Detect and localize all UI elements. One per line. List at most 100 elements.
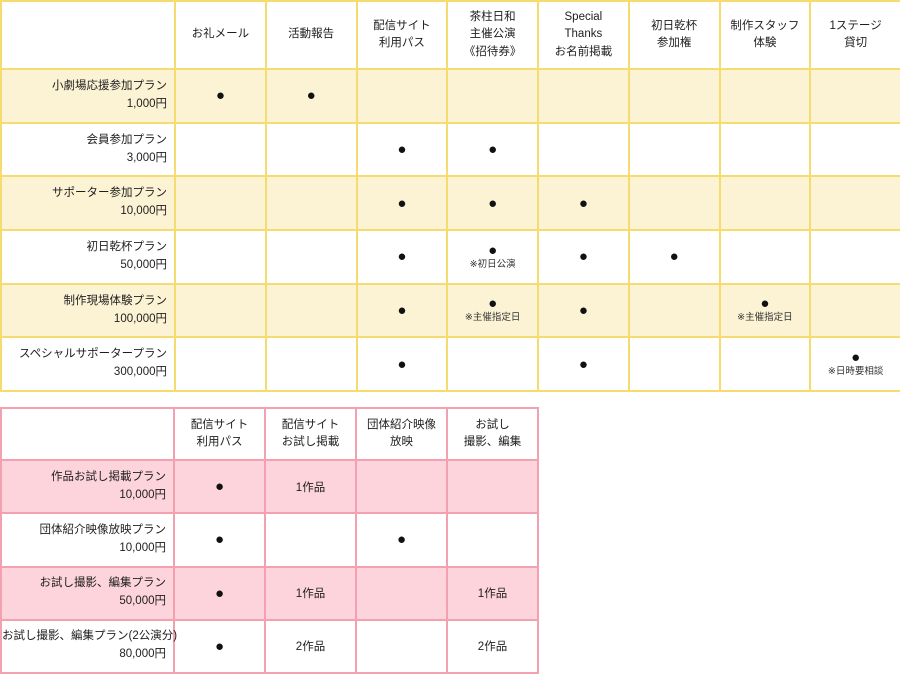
plan-price: 300,000円 xyxy=(113,366,167,379)
included-dot-icon: ● xyxy=(397,355,407,373)
plan-row: サポーター参加プラン 10,000円 ● ● ● xyxy=(0,175,900,232)
benefit-cell xyxy=(355,459,448,515)
included-dot-icon: ● xyxy=(215,87,225,105)
column-header-6: 初日乾杯 参加権 xyxy=(627,0,721,70)
plan-price: 10,000円 xyxy=(120,205,167,218)
included-dot-icon: ● xyxy=(214,478,225,496)
cell-note: ※初日公演 xyxy=(469,258,516,270)
included-dot-icon: ● xyxy=(214,637,225,655)
plan-row: 初日乾杯プラン 50,000円 ● ● ※初日公演 ● ● xyxy=(0,229,900,285)
included-dot-icon: ● xyxy=(578,355,588,373)
plan-label: お試し撮影、編集プラン 50,000円 xyxy=(0,565,175,621)
benefit-cell xyxy=(627,121,721,178)
plan-label: 作品お試し掲載プラン 10,000円 xyxy=(0,459,175,515)
cell-note: ※主催指定日 xyxy=(464,312,521,324)
benefit-cell xyxy=(446,459,539,515)
benefit-cell xyxy=(264,336,358,393)
benefit-cell xyxy=(446,68,539,124)
plan-name: 初日乾杯プラン xyxy=(86,241,168,254)
plan-row: 団体紹介映像放映プラン 10,000円 ● ● xyxy=(0,512,539,568)
column-header-7: 制作スタッフ 体験 xyxy=(718,0,812,70)
benefit-cell xyxy=(718,336,812,393)
column-header-2: 配信サイト お試し掲載 xyxy=(264,407,357,462)
benefit-cell xyxy=(718,229,812,285)
benefit-cell xyxy=(355,565,448,621)
header-row: 配信サイト 利用パス 配信サイト お試し掲載 団体紹介映像 放映 お試し 撮影、編集 xyxy=(0,407,539,462)
benefit-cell: ● xyxy=(355,229,449,285)
benefit-cell xyxy=(627,68,721,124)
plan-name: 制作現場体験プラン xyxy=(63,294,168,307)
included-dot-icon: ● xyxy=(306,87,316,105)
plan-price: 80,000円 xyxy=(119,648,166,661)
included-dot-icon: ● xyxy=(214,584,225,602)
benefit-cell xyxy=(809,175,900,232)
included-dot-icon: ● xyxy=(760,295,770,313)
benefit-cell: 1作品 xyxy=(446,565,539,621)
video-trial-plan-table: 配信サイト 利用パス 配信サイト お試し掲載 団体紹介映像 放映 お試し 撮影、編集作… xyxy=(0,407,539,674)
benefit-cell: ● ※日時要相談 xyxy=(809,336,900,393)
cell-value: 1作品 xyxy=(477,588,508,601)
plan-row: お試し撮影、編集プラン 50,000円 ● 1作品 1作品 xyxy=(0,565,539,621)
benefit-cell: ● xyxy=(446,121,539,178)
plan-name: 会員参加プラン xyxy=(86,133,168,146)
benefit-cell: 1作品 xyxy=(264,459,357,515)
cell-note: ※主催指定日 xyxy=(737,312,793,324)
plan-name: 団体紹介映像放映プラン xyxy=(39,524,167,537)
benefit-cell: ● xyxy=(173,459,266,515)
included-dot-icon: ● xyxy=(578,194,588,212)
benefit-cell: 2作品 xyxy=(446,618,539,674)
benefit-cell: ● xyxy=(173,618,266,674)
benefit-cell: ● xyxy=(355,121,449,178)
benefit-cell xyxy=(537,121,630,178)
included-dot-icon: ● xyxy=(214,531,225,549)
benefit-cell xyxy=(264,282,358,339)
plan-price: 50,000円 xyxy=(120,258,167,271)
plan-name: お試し撮影、編集プラン(2公演分) xyxy=(2,630,178,643)
benefit-cell xyxy=(264,121,358,178)
plan-price: 50,000円 xyxy=(119,595,166,608)
plan-price: 3,000円 xyxy=(126,151,167,164)
benefit-cell xyxy=(264,229,358,285)
column-header-4: お試し 撮影、編集 xyxy=(446,407,539,462)
benefit-cell xyxy=(809,121,900,178)
theater-support-plan-table: お礼メール 活動報告 配信サイト 利用パス 茶柱日和 主催公演 《招待券》 Specia… xyxy=(0,0,900,393)
table-body: 作品お試し掲載プラン 10,000円 ● 1作品 団体紹介映像放映プラン 10,000円 ●… xyxy=(0,459,539,674)
benefit-cell: ● xyxy=(173,512,266,568)
benefit-cell: ● xyxy=(537,229,630,285)
benefit-cell: ● xyxy=(446,175,539,232)
plan-label: 初日乾杯プラン 50,000円 xyxy=(0,229,176,285)
corner-cell xyxy=(0,0,176,70)
benefit-cell xyxy=(809,282,900,339)
benefit-cell xyxy=(174,282,267,339)
plan-label: 団体紹介映像放映プラン 10,000円 xyxy=(0,512,175,568)
benefit-cell: ● xyxy=(173,565,266,621)
plan-row: 制作現場体験プラン 100,000円 ● ● ※主催指定日 ● ● ※主催指定日 xyxy=(0,282,900,339)
benefit-cell: ● xyxy=(355,175,449,232)
column-header-1: お礼メール xyxy=(174,0,267,70)
benefit-cell xyxy=(174,229,267,285)
benefit-cell xyxy=(174,121,267,178)
benefit-cell: 2作品 xyxy=(264,618,357,674)
plan-label: 会員参加プラン 3,000円 xyxy=(0,121,176,178)
benefit-cell xyxy=(264,512,357,568)
included-dot-icon: ● xyxy=(397,248,407,266)
included-dot-icon: ● xyxy=(669,248,679,266)
benefit-cell: ● xyxy=(355,512,448,568)
cell-value: 2作品 xyxy=(295,641,326,654)
plan-label: 小劇場応援参加プラン 1,000円 xyxy=(0,68,176,124)
benefit-cell: ● xyxy=(537,336,630,393)
column-header-5: Special Thanks お名前掲載 xyxy=(537,0,630,70)
table-header: 配信サイト 利用パス 配信サイト お試し掲載 団体紹介映像 放映 お試し 撮影、編集 xyxy=(0,407,539,462)
benefit-cell: ● xyxy=(537,282,630,339)
cell-value: 1作品 xyxy=(295,588,326,601)
benefit-cell xyxy=(446,512,539,568)
corner-cell xyxy=(0,407,175,462)
benefit-cell xyxy=(718,175,812,232)
column-header-3: 配信サイト 利用パス xyxy=(355,0,449,70)
plan-row: スペシャルサポータープラン 300,000円 ● ● ● ※日時要相談 xyxy=(0,336,900,393)
included-dot-icon: ● xyxy=(397,194,407,212)
plan-name: 小劇場応援参加プラン xyxy=(52,80,167,93)
column-header-3: 団体紹介映像 放映 xyxy=(355,407,448,462)
included-dot-icon: ● xyxy=(851,349,861,367)
plan-row: お試し撮影、編集プラン(2公演分) 80,000円 ● 2作品 2作品 xyxy=(0,618,539,674)
